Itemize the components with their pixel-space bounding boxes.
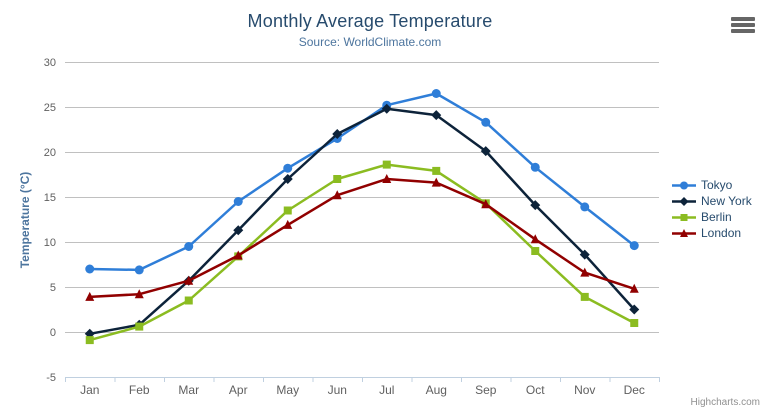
- chart-title: Monthly Average Temperature: [247, 11, 493, 31]
- series-tokyo[interactable]: [85, 89, 639, 275]
- legend-marker-icon: [672, 181, 696, 189]
- series-new-york[interactable]: [84, 103, 640, 339]
- data-point[interactable]: [283, 206, 292, 215]
- data-point[interactable]: [85, 291, 95, 301]
- hamburger-icon: [731, 23, 755, 27]
- x-tick-label: Feb: [129, 383, 150, 397]
- x-tick-label: Aug: [426, 383, 447, 397]
- data-point[interactable]: [431, 89, 441, 98]
- series-line: [88, 107, 636, 336]
- legend-label: Tokyo: [701, 178, 733, 192]
- x-tick-label: Apr: [229, 383, 248, 397]
- data-point[interactable]: [333, 175, 342, 183]
- data-point[interactable]: [184, 275, 194, 285]
- y-tick-label: 10: [44, 237, 56, 249]
- data-point[interactable]: [431, 177, 441, 187]
- data-point[interactable]: [85, 336, 94, 345]
- legend-label: New York: [701, 194, 752, 208]
- data-point[interactable]: [233, 250, 243, 260]
- x-tick-label: Nov: [574, 383, 595, 397]
- y-tick-label: 5: [50, 282, 56, 294]
- data-point[interactable]: [134, 265, 144, 275]
- data-point[interactable]: [680, 213, 688, 221]
- credits-link[interactable]: Highcharts.com: [690, 397, 760, 408]
- data-point[interactable]: [134, 289, 144, 299]
- data-point[interactable]: [530, 234, 540, 244]
- y-tick-label: 25: [44, 102, 56, 114]
- data-point[interactable]: [530, 200, 541, 211]
- data-point[interactable]: [530, 162, 540, 172]
- data-point[interactable]: [680, 181, 688, 189]
- data-point[interactable]: [580, 267, 590, 277]
- y-tick-label: 15: [44, 192, 56, 204]
- legend: Tokyo New York Berlin London: [672, 177, 752, 241]
- data-point[interactable]: [580, 202, 590, 212]
- x-tick-label: Mar: [178, 383, 199, 397]
- data-point[interactable]: [679, 196, 689, 206]
- x-tick-label: Jun: [328, 383, 347, 397]
- chart-subtitle: Source: WorldClimate.com: [298, 35, 442, 49]
- series-line: [88, 92, 636, 272]
- legend-label: London: [701, 226, 742, 240]
- y-tick-label: 20: [44, 147, 56, 159]
- data-point[interactable]: [630, 319, 639, 327]
- y-tick-label: 30: [44, 57, 56, 69]
- x-tick-label: Sep: [475, 383, 497, 397]
- export-menu-button[interactable]: [731, 14, 757, 36]
- data-point[interactable]: [432, 166, 441, 175]
- data-point[interactable]: [332, 190, 342, 200]
- data-point[interactable]: [332, 129, 343, 139]
- data-point[interactable]: [531, 247, 540, 255]
- data-point[interactable]: [381, 103, 392, 114]
- hamburger-icon: [731, 29, 755, 33]
- hamburger-icon: [731, 17, 755, 21]
- data-point[interactable]: [579, 249, 590, 260]
- data-point[interactable]: [184, 296, 193, 305]
- series-line: [88, 177, 636, 299]
- data-point[interactable]: [282, 174, 293, 184]
- x-tick-label: Dec: [624, 383, 645, 397]
- data-point[interactable]: [629, 241, 639, 251]
- legend-item-london[interactable]: London: [672, 225, 752, 241]
- legend-label: Berlin: [701, 210, 732, 224]
- data-point[interactable]: [283, 163, 293, 173]
- data-point[interactable]: [580, 292, 589, 301]
- legend-item-berlin[interactable]: Berlin: [672, 209, 752, 225]
- x-tick-label: May: [276, 383, 299, 397]
- data-point[interactable]: [629, 283, 639, 293]
- legend-item-tokyo[interactable]: Tokyo: [672, 177, 752, 193]
- data-point[interactable]: [85, 264, 95, 274]
- data-point[interactable]: [283, 219, 293, 229]
- data-point[interactable]: [233, 197, 243, 206]
- legend-marker-icon: [672, 228, 696, 237]
- data-point[interactable]: [480, 146, 491, 157]
- legend-item-new-york[interactable]: New York: [672, 193, 752, 209]
- series-line: [88, 163, 636, 342]
- x-tick-label: Jul: [379, 383, 394, 397]
- data-point[interactable]: [382, 174, 392, 183]
- data-point[interactable]: [680, 228, 688, 237]
- data-point[interactable]: [135, 322, 144, 331]
- legend-marker-icon: [672, 196, 696, 206]
- x-tick-label: Oct: [526, 383, 545, 397]
- legend-marker-icon: [672, 213, 696, 221]
- data-point[interactable]: [629, 304, 640, 315]
- x-tick-label: Jan: [80, 383, 99, 397]
- data-point[interactable]: [481, 199, 491, 209]
- data-point[interactable]: [184, 242, 194, 251]
- y-tick-label: 0: [50, 327, 56, 339]
- data-point[interactable]: [382, 160, 391, 169]
- data-point[interactable]: [431, 110, 442, 121]
- data-point[interactable]: [233, 225, 244, 236]
- data-point[interactable]: [481, 117, 491, 127]
- series-london[interactable]: [85, 174, 639, 301]
- y-tick-label: -5: [46, 372, 56, 384]
